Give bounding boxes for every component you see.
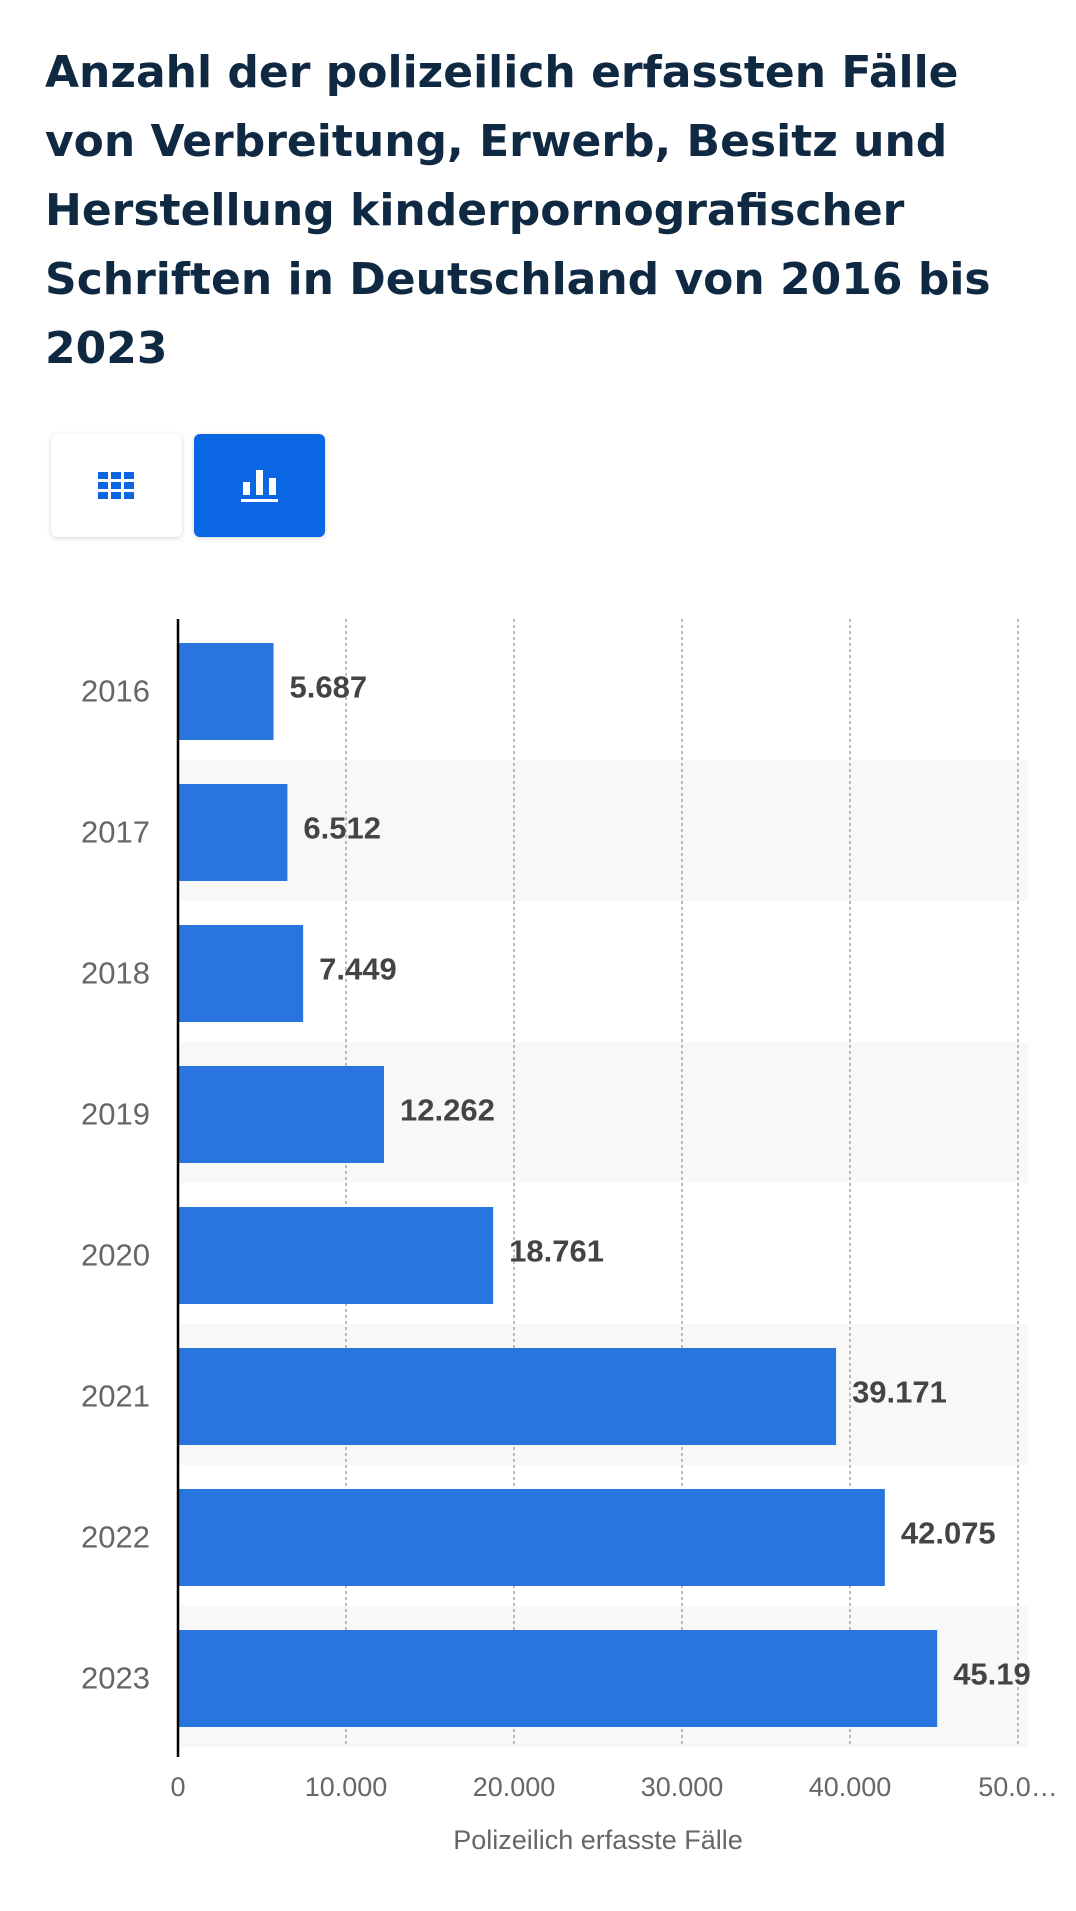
x-tick-label: 20.000 [473, 1772, 556, 1802]
y-tick-label: 2017 [81, 815, 150, 850]
chart-icon [241, 470, 278, 502]
table-icon [98, 472, 134, 499]
y-tick-label: 2021 [81, 1379, 150, 1414]
value-label: 39.171 [852, 1375, 947, 1410]
chart-view-button[interactable] [194, 434, 325, 537]
x-tick-label: 30.000 [641, 1772, 724, 1802]
x-tick-label: 0 [170, 1772, 185, 1802]
bar [178, 1489, 885, 1586]
value-label: 42.075 [901, 1516, 996, 1551]
value-label: 7.449 [319, 952, 397, 987]
bar [178, 784, 288, 881]
value-label: 45.19 [953, 1657, 1031, 1692]
chart: Polizeilich erfasste Fälle 0 10.000 20.000… [81, 619, 1058, 1855]
row-band [178, 760, 1028, 901]
y-tick-label: 2022 [81, 1520, 150, 1555]
chart-title: Anzahl der polizeilich erfassten Fälle v… [45, 47, 991, 374]
bar [178, 1066, 385, 1163]
table-view-button[interactable] [51, 434, 182, 537]
value-label: 18.761 [509, 1234, 604, 1269]
bar [178, 1348, 837, 1445]
bar [178, 1207, 494, 1304]
bar [178, 1630, 938, 1727]
y-tick-label: 2023 [81, 1661, 150, 1696]
value-label: 12.262 [400, 1093, 495, 1128]
x-tick-label: 40.000 [809, 1772, 892, 1802]
x-axis-label: Polizeilich erfasste Fälle [453, 1825, 743, 1855]
y-tick-label: 2019 [81, 1097, 150, 1132]
value-label: 6.512 [303, 811, 381, 846]
y-tick-label: 2018 [81, 956, 150, 991]
y-tick-label: 2016 [81, 674, 150, 709]
bar [178, 925, 304, 1022]
y-tick-label: 2020 [81, 1238, 150, 1273]
value-label: 5.687 [290, 670, 368, 705]
bar [178, 643, 274, 740]
x-tick-label: 10.000 [305, 1772, 388, 1802]
x-tick-label: 50.0… [978, 1772, 1058, 1802]
